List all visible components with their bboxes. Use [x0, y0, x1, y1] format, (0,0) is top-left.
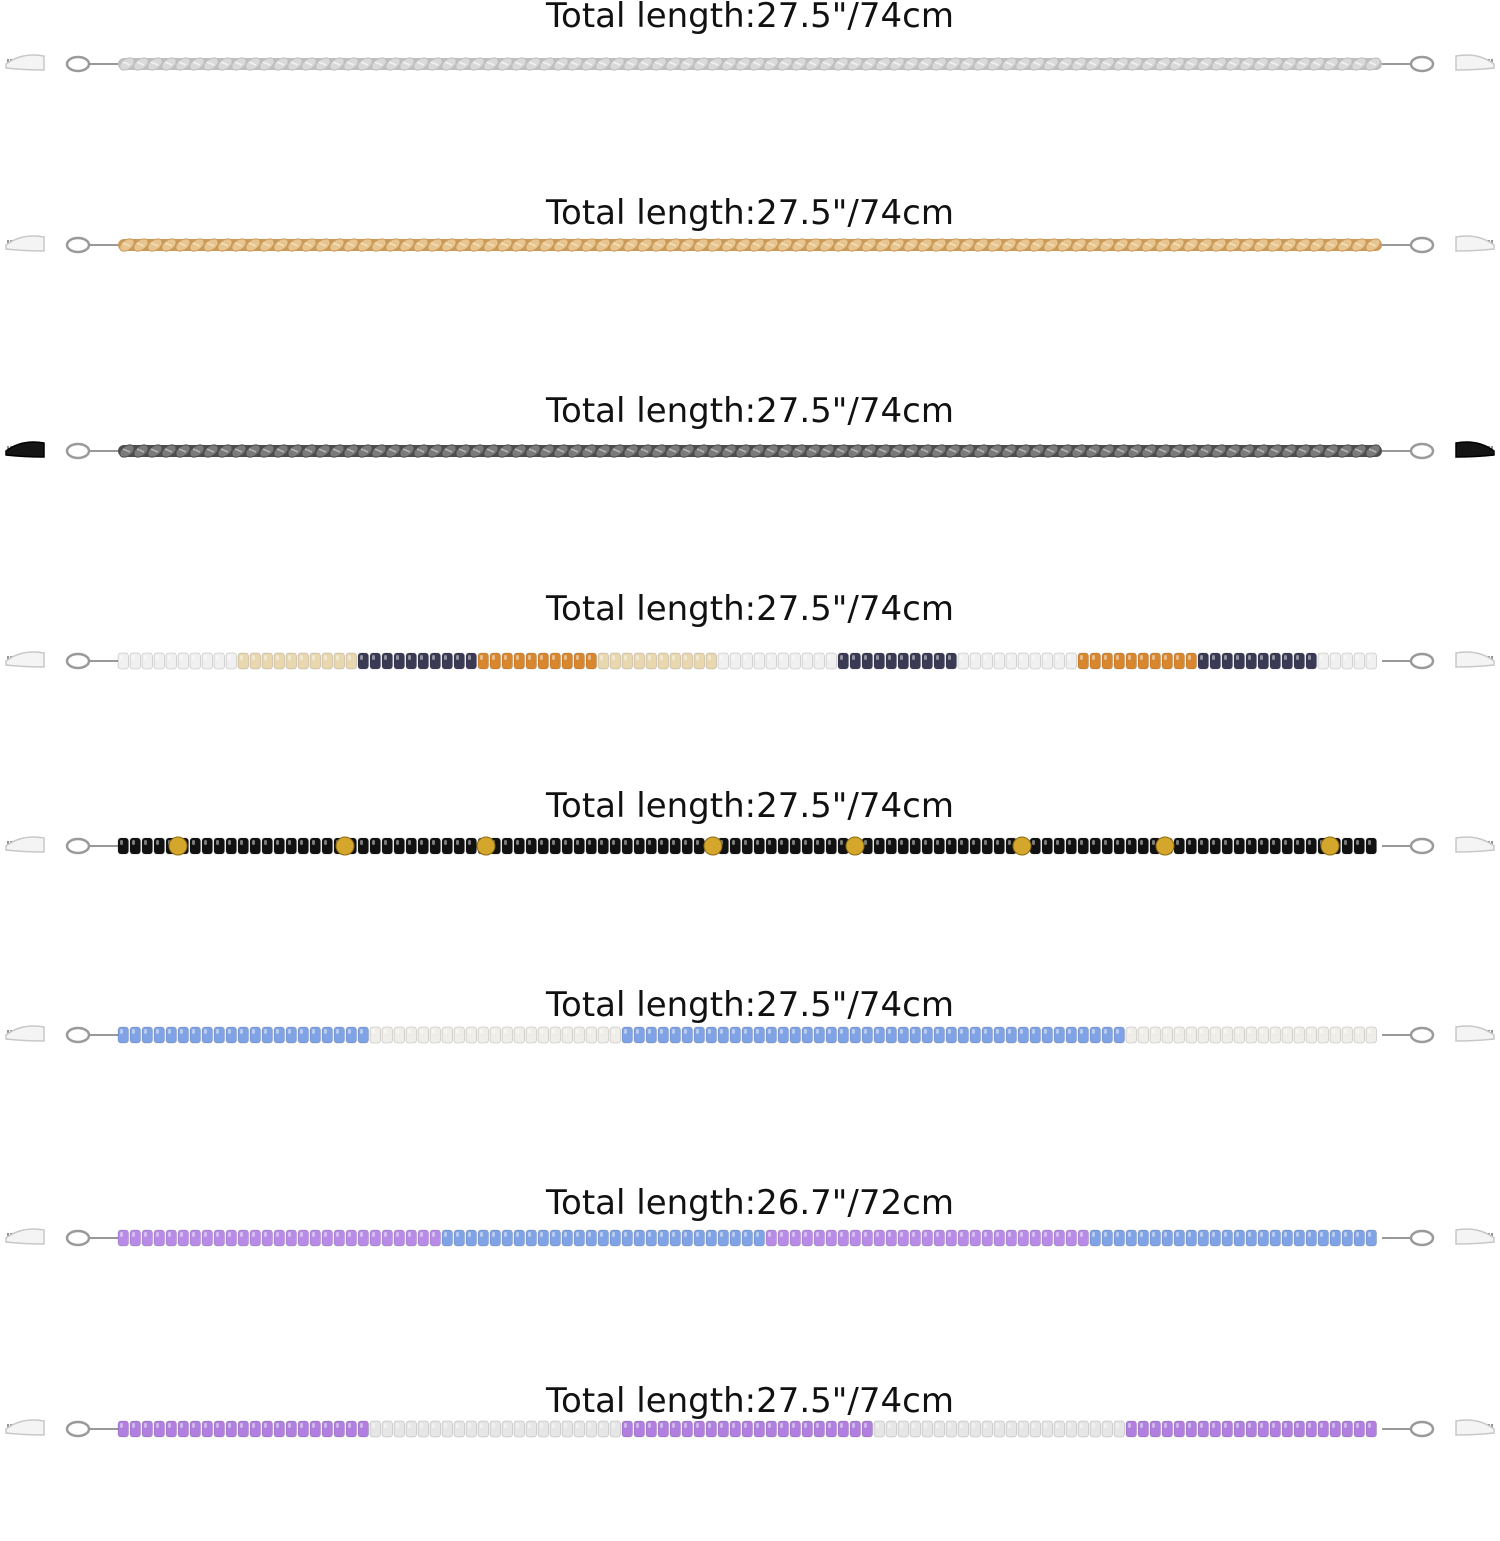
- chain-row: Total length:27.5"/74cm: [0, 391, 1500, 551]
- chain-row: Total length:27.5"/74cm: [0, 786, 1500, 946]
- left-clasp: [65, 442, 91, 460]
- right-clasp: [1409, 442, 1435, 460]
- left-rubber-loop: [5, 1419, 45, 1436]
- strap-ends: [5, 1419, 1495, 1438]
- eyeglass-chain-strap: [5, 1419, 1495, 1438]
- left-rubber-loop: [5, 1025, 45, 1042]
- left-rubber-loop: [5, 1228, 45, 1245]
- length-caption: Total length:27.5"/74cm: [546, 193, 954, 233]
- gold-accent-bead: [335, 836, 355, 856]
- right-rubber-loop: [1455, 836, 1495, 853]
- rope-chain: [118, 444, 1382, 458]
- gold-accent-bead: [168, 836, 188, 856]
- right-clasp: [1409, 1420, 1435, 1438]
- eyeglass-chain-strap: [5, 836, 1495, 856]
- chain-row: Total length:27.5"/74cm: [0, 985, 1500, 1145]
- length-caption: Total length:27.5"/74cm: [546, 985, 954, 1025]
- strap-ends: [5, 651, 1495, 670]
- left-clasp: [65, 652, 91, 670]
- left-clasp: [65, 1420, 91, 1438]
- right-rubber-loop: [1455, 1419, 1495, 1436]
- bead-strand: [117, 1026, 1377, 1044]
- left-clasp: [65, 55, 91, 73]
- right-rubber-loop: [1455, 441, 1495, 458]
- gold-accent-bead: [1155, 836, 1175, 856]
- chain-row: Total length:27.5"/74cm: [0, 0, 1500, 156]
- left-rubber-loop: [5, 441, 45, 458]
- gold-accent-bead: [845, 836, 865, 856]
- chain-row: Total length:27.5"/74cm: [0, 589, 1500, 749]
- right-clasp: [1409, 1026, 1435, 1044]
- right-rubber-loop: [1455, 1228, 1495, 1245]
- left-rubber-loop: [5, 235, 45, 252]
- gold-accent-bead: [703, 836, 723, 856]
- right-rubber-loop: [1455, 235, 1495, 252]
- eyeglass-chain-strap: [5, 54, 1495, 73]
- left-rubber-loop: [5, 54, 45, 71]
- length-caption: Total length:26.7"/72cm: [546, 1183, 954, 1223]
- left-rubber-loop: [5, 836, 45, 853]
- chain-row: Total length:26.7"/72cm: [0, 1183, 1500, 1343]
- left-clasp: [65, 1026, 91, 1044]
- bead-strand: [117, 1229, 1377, 1247]
- strap-ends: [5, 235, 1495, 254]
- right-rubber-loop: [1455, 651, 1495, 668]
- strap-ends: [5, 1228, 1495, 1247]
- right-rubber-loop: [1455, 1025, 1495, 1042]
- left-rubber-loop: [5, 651, 45, 668]
- right-clasp: [1409, 837, 1435, 855]
- eyeglass-chain-strap: [5, 651, 1495, 670]
- length-caption: Total length:27.5"/74cm: [546, 1381, 954, 1421]
- right-rubber-loop: [1455, 54, 1495, 71]
- strap-ends: [5, 1025, 1495, 1044]
- strap-ends: [5, 441, 1495, 460]
- gold-accent-bead: [1012, 836, 1032, 856]
- right-clasp: [1409, 55, 1435, 73]
- rope-chain: [118, 57, 1382, 71]
- right-clasp: [1409, 236, 1435, 254]
- eyeglass-chain-strap: [5, 1025, 1495, 1044]
- bead-strand: [117, 652, 1377, 670]
- right-clasp: [1409, 1229, 1435, 1247]
- strap-ends: [5, 54, 1495, 73]
- length-caption: Total length:27.5"/74cm: [546, 589, 954, 629]
- chain-row: Total length:27.5"/74cm: [0, 193, 1500, 353]
- bead-strand: [117, 836, 1377, 856]
- left-clasp: [65, 1229, 91, 1247]
- gold-accent-bead: [476, 836, 496, 856]
- bead-strand: [117, 1420, 1377, 1438]
- eyeglass-chain-strap: [5, 1228, 1495, 1247]
- gold-accent-bead: [1320, 836, 1340, 856]
- left-clasp: [65, 837, 91, 855]
- rope-chain: [118, 238, 1382, 252]
- length-caption: Total length:27.5"/74cm: [546, 391, 954, 431]
- chain-row: Total length:27.5"/74cm: [0, 1381, 1500, 1541]
- eyeglass-chain-strap: [5, 235, 1495, 254]
- length-caption: Total length:27.5"/74cm: [546, 786, 954, 826]
- eyeglass-chain-strap: [5, 441, 1495, 460]
- strap-ends: [5, 836, 1495, 855]
- right-clasp: [1409, 652, 1435, 670]
- length-caption: Total length:27.5"/74cm: [546, 0, 954, 36]
- left-clasp: [65, 236, 91, 254]
